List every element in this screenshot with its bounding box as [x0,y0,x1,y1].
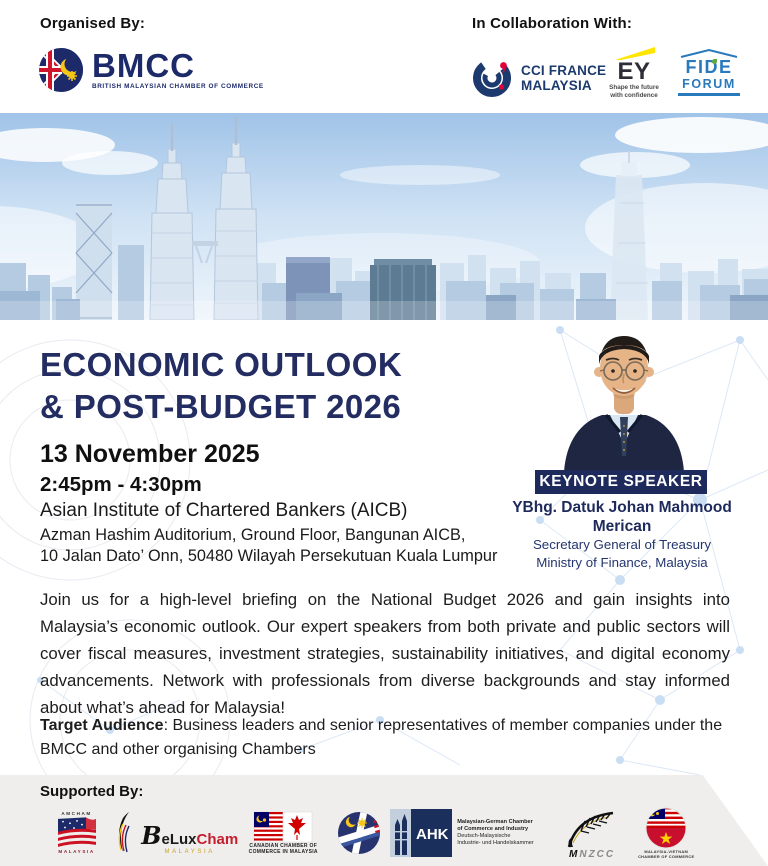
venue-address-line2: 10 Jalan Dato’ Onn, 50480 Wilayah Persek… [40,547,498,565]
vietnam-caption-line1: MALAYSIA-VIETNAM [644,849,688,854]
fide-word: FIDE [685,57,733,77]
bmcc-roundel-icon [39,48,83,92]
malaysia-vietnam-chamber-logo: MALAYSIA-VIETNAM CHAMBER OF COMMERCE [632,807,700,859]
beluxcham-part2: Cham [196,831,239,848]
speaker-role: Secretary General of Treasury Ministry o… [512,536,732,572]
ahk-caption-line1: Malaysian-German Chamber [457,819,533,825]
beluxcham-sub-label: MALAYSIA [164,849,215,855]
mnzcc-wordmark-m: M [569,848,580,860]
canadian-caption-line1: CANADIAN CHAMBER OF [249,842,318,849]
bmcc-logo: BMCC BRITISH MALAYSIAN CHAMBER OF COMMER… [38,47,264,93]
ey-beam-icon [615,47,655,60]
silver-fern-icon [567,811,614,847]
mnzcc-logo: MNZCC [552,807,633,860]
ey-tagline-line1: Shape the future [609,84,659,91]
speaker-photo [564,336,684,472]
ahk-wordmark: AHK [416,826,449,843]
malaysia-finland-chamber-logo [328,811,390,855]
amcham-malaysia-logo: AMCHAM MALAYSIA [40,811,113,855]
supported-by-section: Supported By: AMCHAM [0,775,768,866]
keynote-speaker-label: KEYNOTE SPEAKER [539,473,703,490]
malaysia-vietnam-roundel-icon [645,807,687,849]
beluxcham-swoosh-icon [118,812,130,853]
canadian-chamber-logo: CANADIAN CHAMBER OF COMMERCE IN MALAYSIA [238,811,328,856]
cci-line2: MALAYSIA [521,78,592,93]
speaker-role-line1: Secretary General of Treasury [532,537,712,552]
main-section: ECONOMIC OUTLOOK & POST-BUDGET 2026 13 N… [0,320,768,775]
ahk-caption-line4: Industrie- und Handelskammer [457,840,534,846]
event-title-line2: & POST-BUDGET 2026 [40,388,402,425]
supported-by-label: Supported By: [40,783,144,800]
amcham-top-label: AMCHAM [61,811,92,816]
bmcc-tagline: BRITISH MALAYSIAN CHAMBER OF COMMERCE [92,83,264,90]
speaker-name: YBhg. Datuk Johan Mahmood Merican [512,498,732,536]
beluxcham-malaysia-logo: BeLuxCham MALAYSIA [113,810,238,856]
speaker-name-line1: YBhg. Datuk Johan Mahmood [512,499,732,516]
canadian-chamber-flag-icon [253,811,313,842]
ahk-caption-line3: Deutsch-Malaysische [457,833,511,839]
target-audience: Target Audience: Business leaders and se… [40,714,730,762]
canadian-caption-line2: COMMERCE IN MALAYSIA [248,849,318,855]
fide-line2: FORUM [682,77,736,91]
event-date: 13 November 2025 [40,440,260,468]
event-title-line1: ECONOMIC OUTLOOK [40,346,403,383]
fide-leaf-icon [712,59,718,64]
bmcc-wordmark: BMCC [92,47,195,84]
venue-address-line1: Azman Hashim Auditorium, Ground Floor, B… [40,526,466,544]
beluxcham-part1: eLux [161,831,197,848]
fide-pediment-icon [680,48,738,58]
ey-tagline-line2: with confidence [610,92,658,99]
amcham-flag-icon [57,817,96,847]
speaker-name-line2: Merican [592,518,652,535]
event-description: Join us for a high-level briefing on the… [40,590,730,717]
ahk-caption-line2: of Commerce and Industry [457,826,529,832]
mnzcc-wordmark-rest: NZCC [579,848,616,860]
fide-baseline [678,93,740,96]
cci-mark-icon [473,59,511,97]
beluxcham-initial: B [141,821,162,850]
vietnam-caption-line2: CHAMBER OF COMMERCE [638,854,695,859]
speaker-role-line2: Ministry of Finance, Malaysia [536,555,708,570]
amcham-bottom-label: MALAYSIA [58,849,95,854]
ey-logo: EY Shape the future with confidence [604,46,664,100]
event-time: 2:45pm - 4:30pm [40,473,202,496]
event-title: ECONOMIC OUTLOOK & POST-BUDGET 2026 [40,344,402,428]
cci-line1: CCI FRANCE [521,63,607,78]
organised-by-label: Organised By: [40,15,146,32]
ahk-mark-icon: AHK [390,809,453,857]
kuala-lumpur-skyline-image [0,113,768,320]
fide-forum-logo: FIDE FORUM [676,48,742,96]
mnzcc-wordmark: MNZCC [569,849,615,860]
target-audience-label: Target Audience [40,717,164,734]
keynote-speaker-banner: KEYNOTE SPEAKER [535,470,707,494]
ahk-malaysian-german-chamber-logo: AHK Malaysian-German Chamber of Commerce… [390,809,551,857]
ey-wordmark: EY [617,58,651,85]
fide-line1: FIDE [685,58,732,77]
collaboration-with-label: In Collaboration With: [472,15,633,32]
cci-france-malaysia-logo: CCI FRANCE MALAYSIA [470,56,606,100]
target-audience-text: : Business leaders and senior representa… [40,717,723,758]
malaysia-finland-roundel-icon [338,812,381,854]
venue-name: Asian Institute of Chartered Bankers (AI… [40,500,408,521]
supporter-logos-row: AMCHAM MALAYSIA [40,803,700,863]
beluxcham-wordmark: BeLuxCham [141,824,239,848]
